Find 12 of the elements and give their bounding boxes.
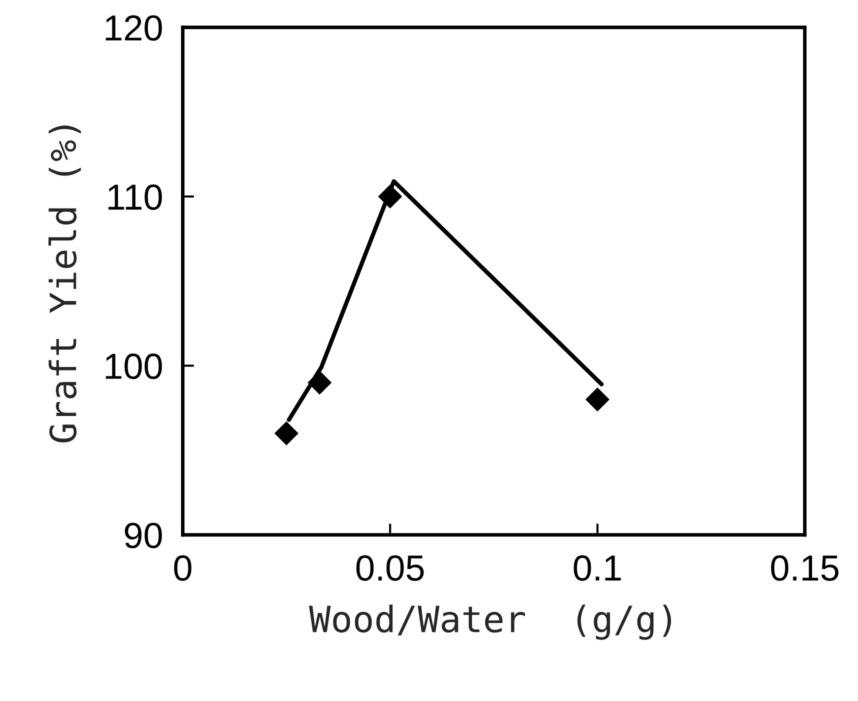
x-tick-label: 0 — [174, 555, 192, 581]
x-tick-label: 0.15 — [771, 555, 838, 581]
x-tick-label: 0.05 — [356, 555, 424, 581]
point — [274, 421, 298, 446]
y-tick-label: 120 — [106, 15, 162, 41]
x-tick-label: 0.1 — [574, 555, 621, 581]
y-axis-title: Graft Yield (%) — [48, 126, 81, 442]
y-tick-label: 110 — [108, 184, 162, 210]
y-tick-label: 90 — [124, 522, 162, 548]
y-tick-label: 100 — [106, 354, 162, 380]
x-axis-title: Wood/Water (g/g) — [308, 604, 672, 640]
point — [585, 387, 610, 412]
